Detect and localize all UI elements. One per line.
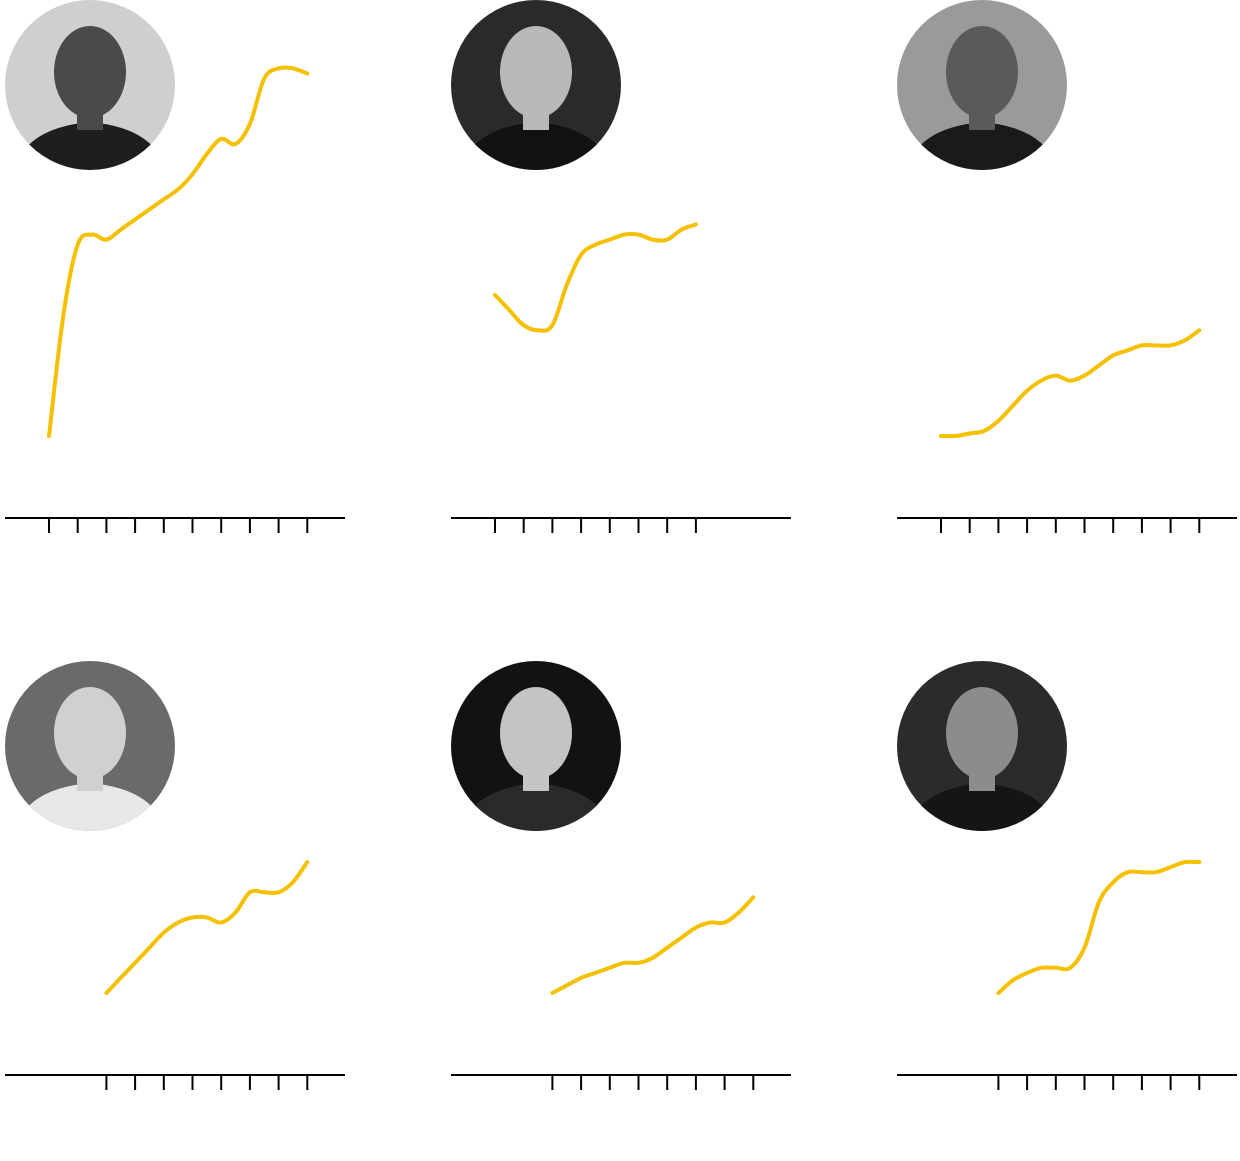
portrait-head: [54, 687, 126, 779]
line-chart-6: [897, 859, 1237, 1090]
portrait-head: [946, 687, 1018, 779]
panel-1: [5, 0, 350, 533]
portrait-man-suit-icon: [15, 26, 165, 170]
portrait-shoulders: [461, 783, 611, 831]
series-line: [939, 328, 1202, 439]
series-line: [550, 895, 756, 995]
panel-3: [897, 0, 1240, 533]
portrait-6: [897, 661, 1067, 831]
portrait-head: [54, 26, 126, 118]
panel-2: [451, 0, 796, 533]
portrait-2: [451, 0, 621, 170]
line-chart-3: [897, 328, 1237, 533]
portrait-head: [500, 26, 572, 118]
portrait-3: [897, 0, 1067, 170]
portrait-elderly-man-icon: [461, 26, 611, 170]
series-line: [996, 859, 1202, 995]
portrait-4: [5, 661, 175, 831]
portrait-head: [946, 26, 1018, 118]
portrait-shoulders: [907, 783, 1057, 831]
line-chart-2: [451, 222, 791, 533]
portrait-bearded-man-icon: [461, 687, 611, 831]
portrait-5: [451, 661, 621, 831]
line-chart-4: [5, 860, 345, 1090]
portrait-man-glasses-icon: [907, 26, 1057, 170]
series-line: [493, 222, 698, 333]
panel-6: [897, 661, 1240, 1161]
portrait-man-shirt-icon: [15, 687, 165, 831]
portrait-shoulders: [907, 122, 1057, 170]
portrait-shoulders: [15, 122, 165, 170]
panel-5: [451, 661, 796, 1161]
portrait-shoulders: [461, 122, 611, 170]
series-line: [47, 65, 310, 438]
portrait-head: [500, 687, 572, 779]
portrait-1: [5, 0, 175, 170]
portrait-speaker-man-icon: [907, 687, 1057, 831]
portrait-shoulders: [15, 783, 165, 831]
panel-4: [5, 661, 350, 1161]
line-chart-1: [5, 65, 345, 533]
line-chart-5: [451, 895, 791, 1090]
series-line: [104, 860, 310, 995]
